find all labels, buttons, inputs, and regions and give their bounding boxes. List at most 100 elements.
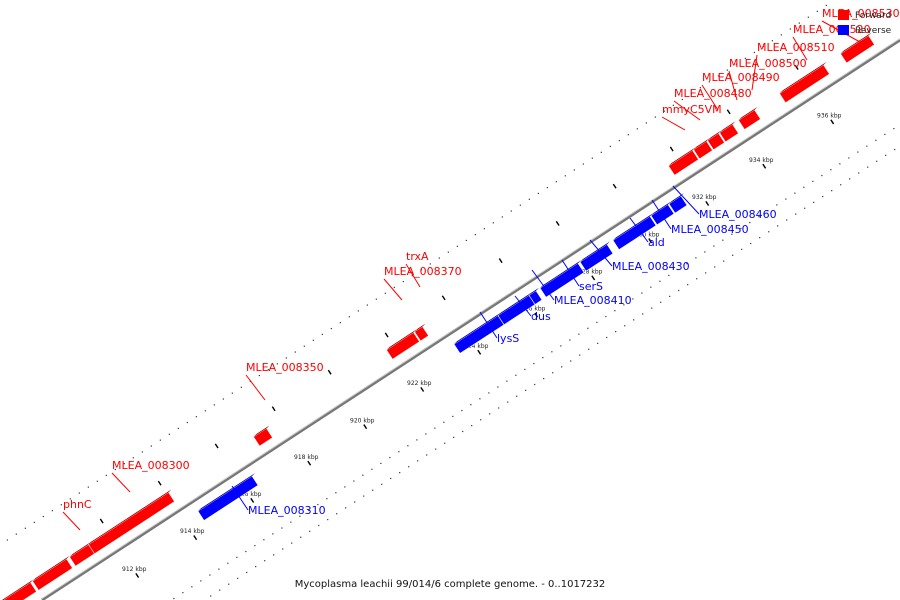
gene-leader-line <box>561 259 580 287</box>
scale-dot <box>534 383 536 386</box>
reverse-6-gene[interactable] <box>612 213 657 251</box>
scale-dot <box>642 313 644 315</box>
scale-dot <box>416 439 418 441</box>
gene-label[interactable]: mmyC5VM <box>662 103 722 116</box>
gene-label[interactable]: ald <box>648 236 665 249</box>
gene-label[interactable]: MLEA_008430 <box>612 260 690 273</box>
gene-face <box>253 427 273 447</box>
scale-dot <box>245 550 247 553</box>
gene-label[interactable]: MLEA_008480 <box>674 87 752 100</box>
gene-label[interactable]: phnC <box>63 498 92 511</box>
scale-dot <box>339 322 341 324</box>
major-tick <box>669 146 674 152</box>
forward-1-gene[interactable] <box>32 555 73 591</box>
scale-dot <box>731 233 733 235</box>
gene-label[interactable]: MLEA_008520 <box>793 23 871 36</box>
forward-0-gene[interactable] <box>0 579 37 600</box>
scale-dot <box>291 542 293 544</box>
major-tick <box>648 238 653 244</box>
gene-label[interactable]: MLEA_008310 <box>248 504 326 517</box>
gene-top <box>840 32 872 54</box>
scale-dot <box>740 227 742 230</box>
reverse-7-gene[interactable] <box>650 201 675 226</box>
scale-dot <box>564 175 566 177</box>
scale-dot <box>236 556 238 558</box>
scale-dot <box>438 257 440 259</box>
scale-dot <box>168 433 170 435</box>
gene-label[interactable]: MLEA_008350 <box>246 361 324 374</box>
forward-9-gene[interactable] <box>707 130 725 151</box>
scale-dot <box>678 289 680 292</box>
forward-6-gene[interactable] <box>414 323 429 342</box>
scale-dot <box>309 530 311 532</box>
reverse-4-gene[interactable] <box>539 260 585 298</box>
scale-dot <box>488 392 490 394</box>
scale-dot <box>420 269 422 271</box>
forward-4-gene[interactable] <box>253 425 273 447</box>
scale-dot <box>582 163 584 165</box>
forward-13-gene[interactable] <box>840 32 875 64</box>
reverse-8-gene[interactable] <box>668 193 688 214</box>
scale-dot <box>516 395 518 397</box>
gene-leader-line <box>245 374 266 401</box>
major-tick <box>534 312 539 318</box>
scale-dot <box>290 521 292 523</box>
scale-dot <box>798 22 800 24</box>
gene-label[interactable]: trxA <box>406 250 429 263</box>
forward-7-gene[interactable] <box>668 147 699 176</box>
scale-dot <box>633 319 635 321</box>
gene-label[interactable]: lysS <box>497 332 519 345</box>
scale-dot <box>515 374 517 376</box>
forward-8-gene[interactable] <box>693 138 713 160</box>
forward-12-gene[interactable] <box>779 61 830 104</box>
legend: Forward Reverse <box>838 10 892 36</box>
genome-caption: Mycoplasma leachii 99/014/6 complete gen… <box>295 579 606 590</box>
gene-leader-line <box>405 263 421 288</box>
gene-label[interactable]: MLEA_008460 <box>699 208 777 221</box>
legend-forward-label: Forward <box>855 11 891 21</box>
scale-dot <box>408 466 410 468</box>
gene-label[interactable]: MLEA_008450 <box>671 223 749 236</box>
scale-dot <box>839 163 841 165</box>
scale-dot <box>510 210 512 212</box>
gene-label[interactable]: dus <box>531 310 551 323</box>
gene-label[interactable]: MLEA_008510 <box>757 41 835 54</box>
reverse-5-gene[interactable] <box>579 241 614 272</box>
forward-5-gene[interactable] <box>386 329 420 360</box>
forward-11-gene[interactable] <box>738 106 761 130</box>
reverse-0-gene[interactable] <box>197 473 259 521</box>
gene-label[interactable]: MLEA_008410 <box>554 294 632 307</box>
gene-label[interactable]: MLEA_008370 <box>384 265 462 278</box>
reverse-3-gene[interactable] <box>528 287 543 305</box>
scale-dot <box>141 451 143 453</box>
scale-dot <box>246 571 248 574</box>
scale-dot <box>407 445 409 447</box>
gene-label[interactable]: serS <box>579 280 603 293</box>
gene-label[interactable]: MLEA_008300 <box>112 459 190 472</box>
forward-3-gene[interactable] <box>88 489 175 555</box>
scale-dot <box>507 401 509 403</box>
scale-dot <box>258 374 260 377</box>
forward-10-gene[interactable] <box>719 121 739 143</box>
scale-dot <box>200 580 202 582</box>
gene-label[interactable]: MLEA_008490 <box>702 71 780 84</box>
scale-dot <box>264 560 266 562</box>
scale-dot <box>885 154 887 156</box>
major-tick <box>271 406 276 412</box>
scale-dot <box>375 298 377 300</box>
scale-dot <box>705 272 707 274</box>
scale-dot <box>542 357 544 359</box>
gene-leader-line <box>751 54 758 91</box>
gene-leader-line <box>589 239 613 267</box>
gene-top <box>580 241 611 262</box>
scale-dot <box>318 524 320 527</box>
scale-dot <box>749 221 751 224</box>
tick-label: 936 kbp <box>817 112 842 119</box>
gene-label[interactable]: MLEA_008500 <box>729 57 807 70</box>
scale-dot <box>371 468 373 470</box>
scale-dot <box>299 515 301 517</box>
gene-top <box>69 539 95 557</box>
scale-dot <box>866 145 868 147</box>
scale-dot <box>303 345 305 347</box>
